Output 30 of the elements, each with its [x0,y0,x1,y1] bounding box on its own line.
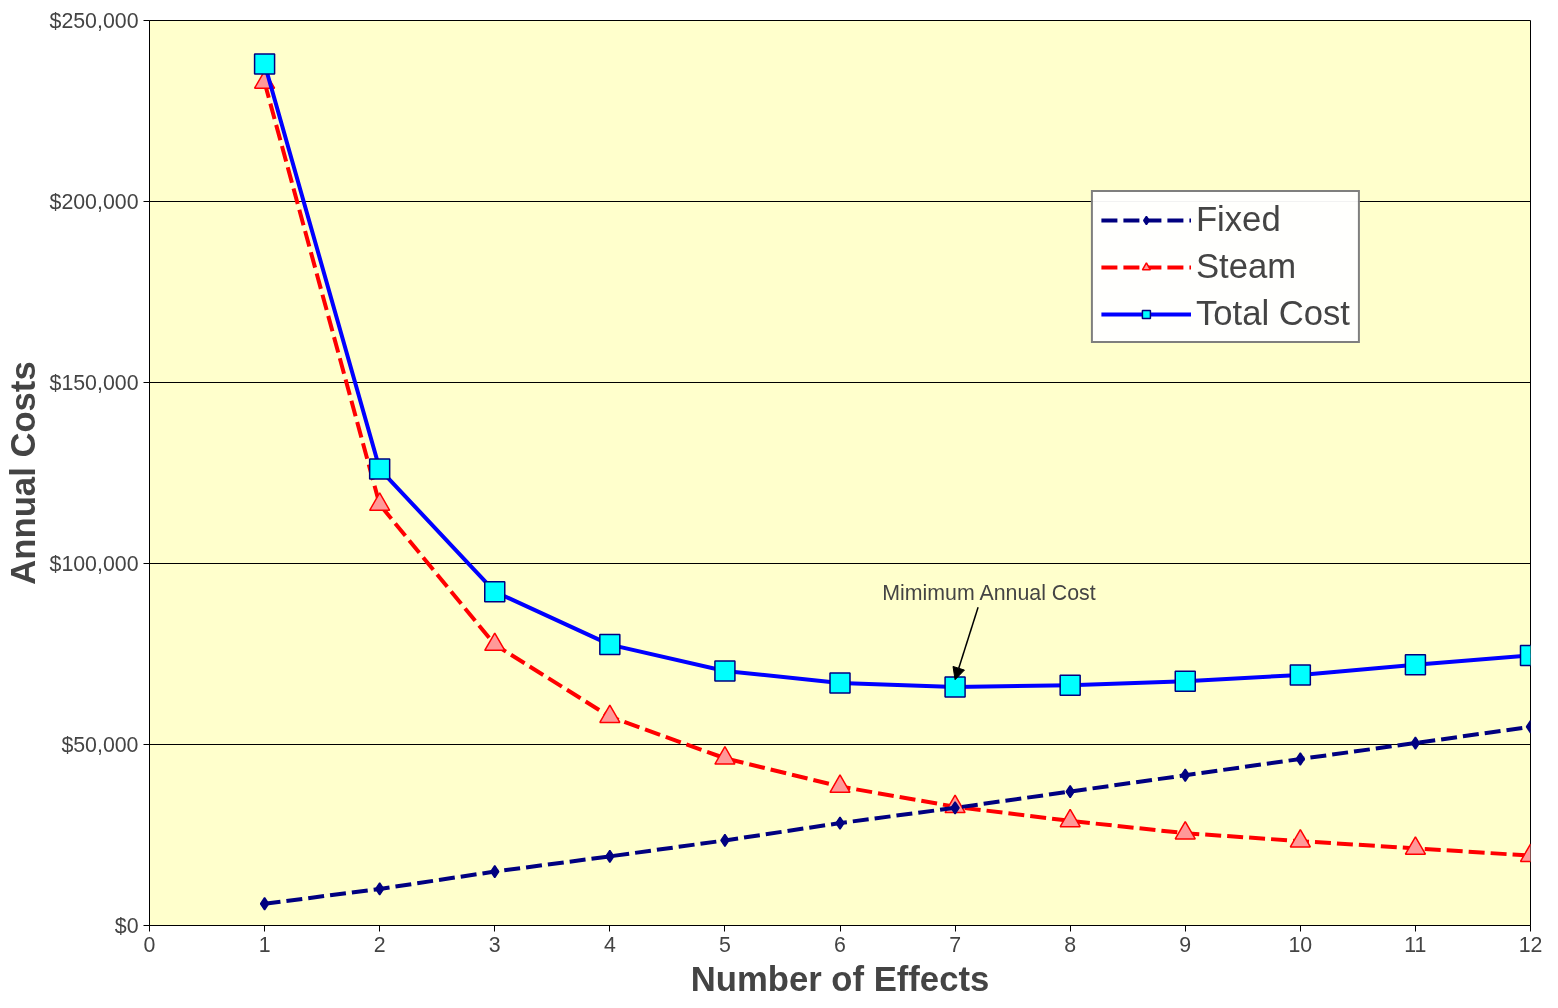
point [1410,736,1421,750]
y-tick-label: $100,000 [49,551,139,576]
x-tick-label: 0 [143,932,156,957]
x-tick-label: 11 [1404,932,1427,957]
annotation: Mimimum Annual Cost [882,581,1096,606]
y-tick-label: $150,000 [49,370,139,395]
x-tick-label: 8 [1064,932,1077,957]
x-tick-label: 7 [949,932,962,957]
x-tick-label: 2 [373,932,386,957]
y-tick-label: $250,000 [49,8,139,33]
legend-label: Fixed [1195,200,1281,239]
x-tick-label: 3 [488,932,501,957]
point [259,897,270,911]
x-tick-label: 6 [834,932,846,957]
y-tick-label: $0 [114,913,139,938]
legend-label: Steam [1195,247,1297,286]
x-tick-label: 4 [603,932,616,957]
x-tick-label: 12 [1518,932,1543,957]
legend-label: Total Cost [1195,294,1350,333]
x-tick-label: 5 [718,932,731,957]
y-axis-title: Annual Costs [3,361,42,585]
y-tick-label: $50,000 [61,732,139,757]
x-axis-title: Number of Effects [690,959,990,998]
x-tick-label: 1 [258,932,271,957]
x-tick-label: 9 [1179,932,1192,957]
point [374,882,385,896]
x-tick-label: 10 [1288,932,1313,957]
y-tick-label: $200,000 [49,189,139,214]
point [1295,752,1306,766]
point [835,816,845,830]
